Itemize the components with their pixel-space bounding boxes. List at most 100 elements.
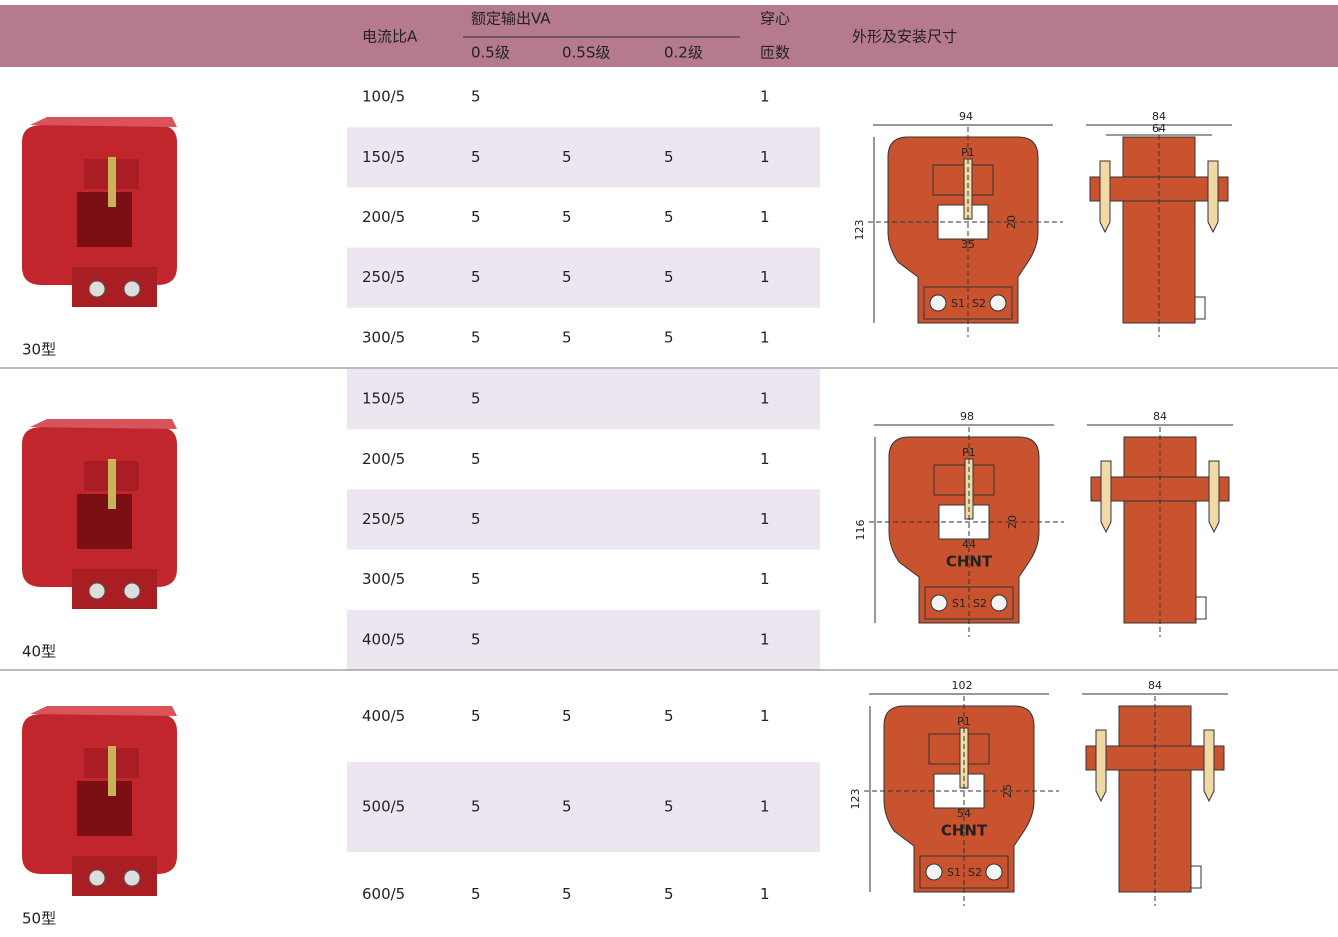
p1-label: P1	[962, 446, 976, 459]
dim-label: 123	[853, 220, 866, 241]
cell: 5	[664, 148, 674, 166]
photo-top	[30, 117, 177, 127]
cell: 5	[471, 88, 481, 106]
cell: 5	[562, 798, 572, 816]
terminal	[929, 294, 947, 312]
cell: 5	[471, 798, 481, 816]
cell: 5	[471, 707, 481, 725]
s1-label: S1	[952, 597, 966, 610]
cell: 150/5	[362, 148, 405, 166]
cell: 1	[760, 885, 770, 903]
header-class: 0.2级	[664, 44, 703, 62]
photo-window	[77, 494, 132, 549]
side-view: 84	[1082, 679, 1228, 906]
front-window	[938, 504, 990, 540]
cell: 500/5	[362, 798, 405, 816]
dim-label: 84	[1152, 110, 1166, 123]
cell: 1	[760, 88, 770, 106]
cell: 5	[471, 268, 481, 286]
row-shade	[347, 489, 820, 550]
cell: 5	[664, 885, 674, 903]
header-bar	[0, 5, 1338, 67]
photo-terminal	[88, 280, 106, 298]
cell: 5	[664, 707, 674, 725]
cell: 5	[471, 450, 481, 468]
cell: 600/5	[362, 885, 405, 903]
cell: 1	[760, 798, 770, 816]
front-window	[937, 204, 989, 240]
header-output: 额定输出VA	[471, 10, 551, 28]
photo-base	[72, 569, 157, 609]
cell: 300/5	[362, 570, 405, 588]
photo-screw	[108, 157, 116, 207]
cell: 100/5	[362, 88, 405, 106]
cell: 5	[471, 510, 481, 528]
s1-label: S1	[951, 297, 965, 310]
cell: 1	[760, 450, 770, 468]
cell: 5	[471, 885, 481, 903]
terminal	[990, 594, 1008, 612]
dim-label: 54	[957, 807, 971, 820]
cell: 5	[562, 208, 572, 226]
model-label: 40型	[22, 643, 56, 661]
terminal	[985, 863, 1003, 881]
s2-label: S2	[973, 597, 987, 610]
dim-label: 44	[962, 538, 976, 551]
s2-label: S2	[968, 866, 982, 879]
cell: 1	[760, 630, 770, 648]
s1-label: S1	[947, 866, 961, 879]
cell: 1	[760, 148, 770, 166]
side-pin	[1100, 460, 1112, 534]
front-view: 102 123 54 25 P1 S1 S2 CHNT	[849, 679, 1059, 906]
header-ratio: 电流比A	[362, 28, 418, 46]
cell: 5	[562, 268, 572, 286]
cell: 1	[760, 268, 770, 286]
side-pin	[1208, 460, 1220, 534]
cell: 1	[760, 208, 770, 226]
cell: 1	[760, 707, 770, 725]
side-pin	[1207, 160, 1219, 234]
dim-label: 84	[1148, 679, 1162, 692]
model-label: 30型	[22, 341, 56, 359]
front-bracket	[932, 164, 994, 196]
header-turns: 匝数	[760, 44, 790, 62]
cell: 400/5	[362, 707, 405, 725]
cell: 5	[664, 328, 674, 346]
terminal	[989, 294, 1007, 312]
photo-terminal	[123, 280, 141, 298]
row-shade	[347, 247, 820, 308]
product-photo	[22, 706, 177, 896]
dim-label: 94	[959, 110, 973, 123]
model-label: 50型	[22, 910, 56, 928]
front-view: 94 123 35 20 P1 S1 S2	[853, 110, 1063, 337]
photo-terminal	[88, 582, 106, 600]
terminal	[925, 863, 943, 881]
dim-label: 84	[1153, 410, 1167, 423]
photo-window	[77, 192, 132, 247]
cell: 1	[760, 510, 770, 528]
cell: 200/5	[362, 450, 405, 468]
photo-base	[72, 267, 157, 307]
side-flange	[1090, 476, 1230, 502]
cell: 250/5	[362, 510, 405, 528]
photo-terminal	[123, 869, 141, 887]
cell: 300/5	[362, 328, 405, 346]
photo-terminal	[123, 582, 141, 600]
side-terminal	[1190, 865, 1202, 889]
cell: 5	[562, 328, 572, 346]
dim-label: 35	[961, 238, 975, 251]
cell: 5	[664, 268, 674, 286]
header-dimensions: 外形及安装尺寸	[852, 28, 957, 46]
side-pin	[1203, 729, 1215, 803]
photo-base	[72, 856, 157, 896]
cell: 5	[562, 885, 572, 903]
side-flange	[1089, 176, 1229, 202]
cell: 5	[471, 148, 481, 166]
cell: 400/5	[362, 630, 405, 648]
header-class: 0.5级	[471, 44, 510, 62]
dim-label: 25	[1001, 784, 1014, 798]
row-shade	[347, 369, 820, 430]
front-view: 98 116 44 20 P1 S1 S2 CHNT	[854, 410, 1064, 637]
p1-label: P1	[957, 715, 971, 728]
header-class: 0.5S级	[562, 44, 610, 62]
